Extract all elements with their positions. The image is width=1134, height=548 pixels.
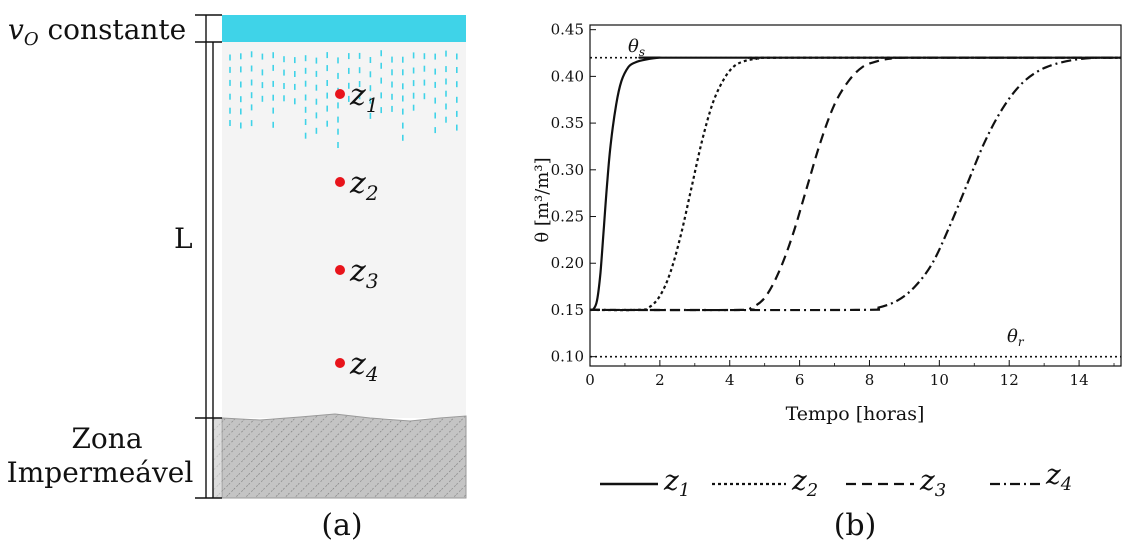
point-z1-marker (335, 89, 345, 99)
y-tick-label: 0.30 (551, 161, 584, 179)
water-layer (222, 15, 466, 42)
point-z2: z2 (335, 166, 379, 205)
x-tick-label: 4 (725, 371, 735, 389)
theta-r-label: θr (1007, 326, 1025, 349)
legend: z1 z2 z3 z4 (600, 458, 1072, 501)
x-tick-label: 6 (795, 371, 805, 389)
impermeable-left-strip (213, 418, 222, 498)
y-tick-label: 0.40 (551, 67, 584, 85)
length-label: L (174, 222, 193, 255)
point-z3-marker (335, 265, 345, 275)
axis-ticks: 0 2 4 6 8 10 12 14 0.10 0.15 0.20 0.25 0.30 0.35 0.40 0… (551, 21, 1115, 389)
series-line-z3 (589, 56, 1122, 312)
impermeable-zone (221, 413, 467, 499)
soil-column (222, 42, 466, 418)
point-z1-label: z1 (349, 78, 379, 117)
point-z3: z3 (335, 254, 379, 293)
impermeable-label-line2: Impermeável (7, 456, 194, 489)
point-z1: z1 (335, 78, 379, 117)
x-tick-label: 0 (585, 371, 595, 389)
legend-z2-label: z2 (791, 464, 818, 501)
point-z4-label: z4 (349, 347, 379, 386)
plot-frame (589, 24, 1122, 367)
impermeable-label-line1: Zona (71, 422, 142, 455)
y-axis-label: θ [m³/m³] (532, 157, 553, 242)
caption-a: (a) (321, 508, 362, 543)
panel-a: vO constante L Zona Impermeável z1 z2 z3… (7, 13, 467, 543)
legend-z4-label: z4 (1045, 458, 1072, 495)
y-tick-label: 0.25 (551, 208, 584, 226)
y-tick-label: 0.45 (551, 21, 584, 39)
point-z2-marker (335, 177, 345, 187)
series-line-z2 (589, 56, 1122, 312)
x-tick-label: 8 (865, 371, 875, 389)
caption-b: (b) (834, 508, 877, 543)
series-line-z1 (589, 56, 1121, 312)
legend-z1-label: z1 (663, 464, 690, 501)
reference-lines (590, 56, 1121, 358)
y-tick-label: 0.10 (551, 348, 584, 366)
legend-z3-label: z3 (919, 464, 946, 501)
x-tick-label: 12 (1000, 371, 1019, 389)
point-z4-marker (335, 358, 345, 368)
panel-b: 0 2 4 6 8 10 12 14 0.10 0.15 0.20 0.25 0.30 0.35 0.40 0… (532, 21, 1122, 543)
y-tick-label: 0.15 (551, 301, 584, 319)
constant-velocity-label: vO constante (8, 13, 186, 50)
infiltration-drops (229, 50, 458, 148)
y-tick-label: 0.20 (551, 254, 584, 272)
x-tick-label: 14 (1070, 371, 1089, 389)
point-z4: z4 (335, 347, 379, 386)
point-z2-label: z2 (349, 166, 379, 205)
x-tick-label: 10 (930, 371, 949, 389)
dimension-bracket (195, 14, 222, 499)
series-curves (589, 56, 1122, 312)
x-tick-label: 2 (655, 371, 665, 389)
x-axis-label: Tempo [horas] (786, 403, 925, 425)
point-z3-label: z3 (349, 254, 379, 293)
series-line-z4 (589, 56, 1122, 312)
theta-s-label: θs (628, 36, 645, 59)
y-tick-label: 0.35 (551, 114, 584, 132)
